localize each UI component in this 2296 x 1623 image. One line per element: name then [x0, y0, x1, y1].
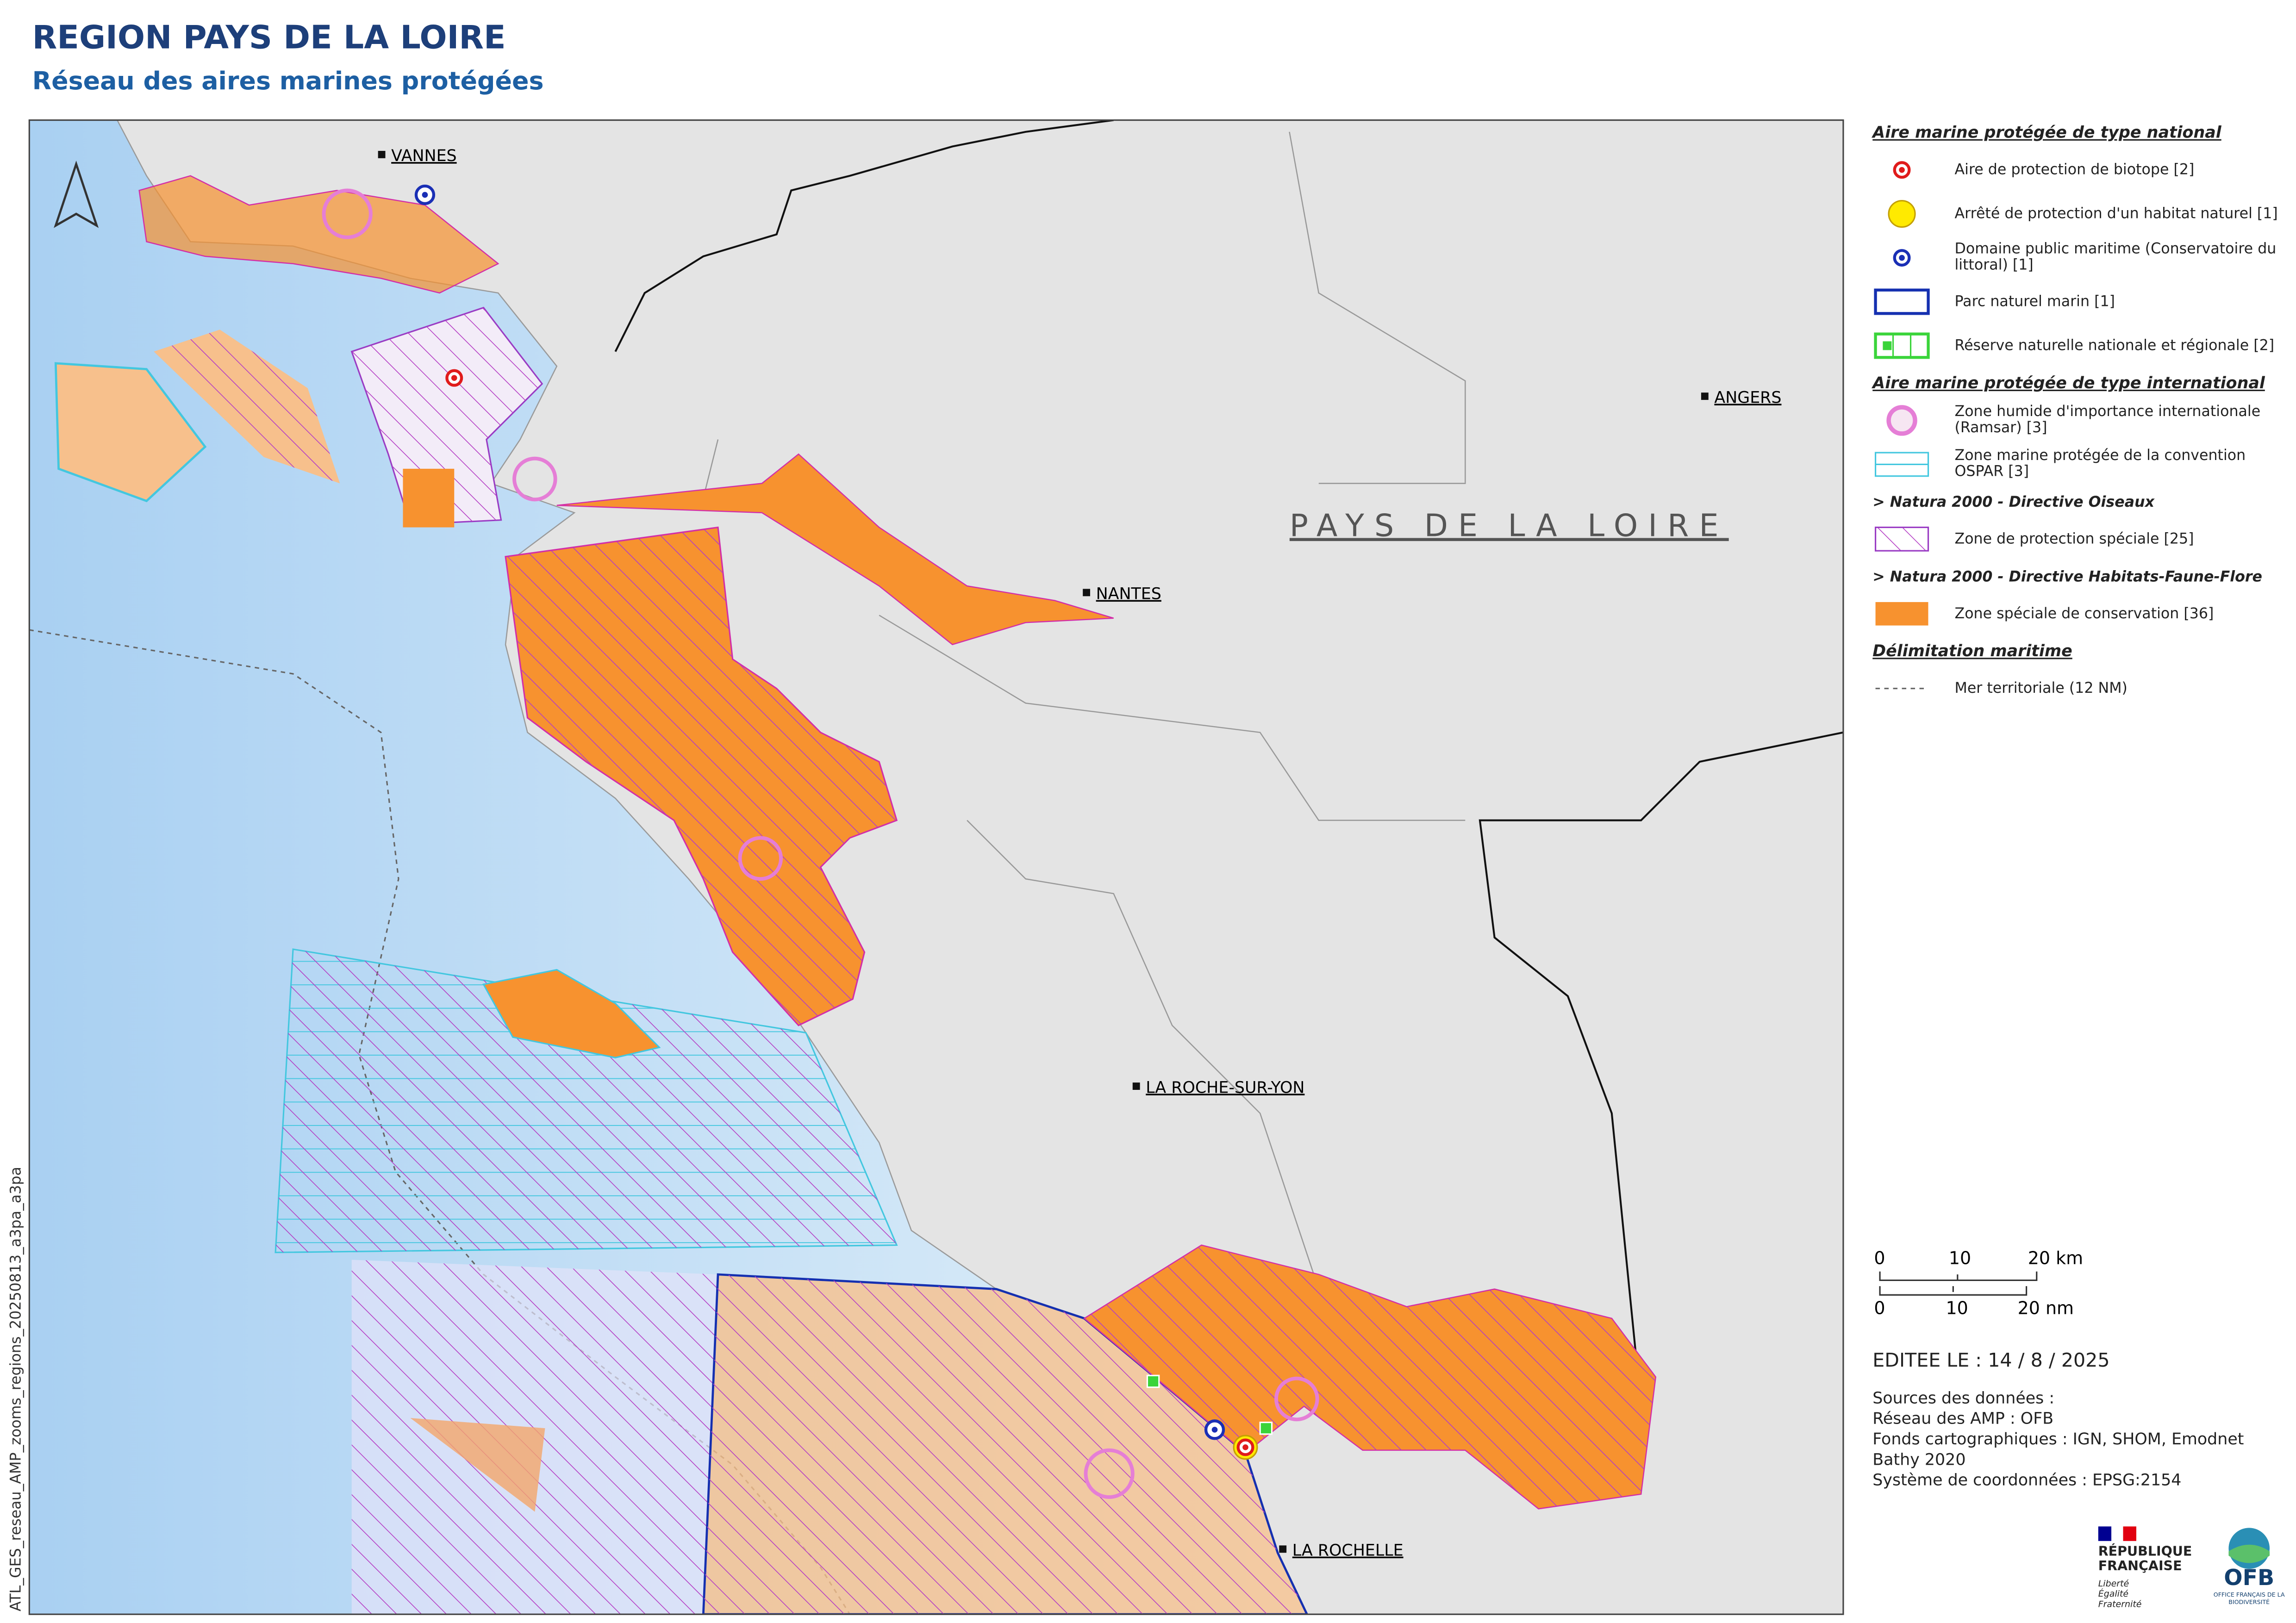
motto-line: Égalité	[2098, 1589, 2129, 1600]
legend-item: Arrêté de protection d'un habitat nature…	[1872, 198, 2286, 230]
legend-section-title: Aire marine protégée de type national	[1872, 123, 2221, 143]
zps	[1084, 1245, 1656, 1509]
legend-label: Aire de protection de biotope [2]	[1954, 162, 2195, 178]
source-line: Sources des données :	[1872, 1388, 2055, 1408]
source-line: Fonds cartographiques : IGN, SHOM, Emodn…	[1872, 1430, 2244, 1449]
city-markers	[378, 151, 1709, 1553]
scale-label: 20 km	[2028, 1248, 2083, 1269]
rf-name: RÉPUBLIQUE	[2098, 1545, 2192, 1561]
zps	[505, 527, 897, 1026]
legend-section-title: > Natura 2000 - Directive Habitats-Faune…	[1872, 570, 2262, 586]
legend-label: Domaine public maritime (Conservatoire d…	[1954, 242, 2277, 274]
source-line: Système de coordonnées : EPSG:2154	[1872, 1470, 2182, 1490]
scale-label: 10	[1946, 1298, 1968, 1318]
legend-symbol	[1874, 288, 1930, 315]
side-note: ATL_GES_reseau_AMP_zooms_regions_2025081…	[7, 1167, 24, 1611]
legend-symbol	[1888, 200, 1916, 228]
territorial-sea	[29, 629, 851, 1615]
ofb-emblem	[2228, 1528, 2270, 1569]
map-body	[29, 120, 1843, 1615]
flag	[2098, 1526, 2137, 1541]
legend-symbol	[1893, 161, 1911, 179]
city-label: VANNES	[391, 147, 457, 165]
motto-line: Liberté	[2098, 1579, 2129, 1590]
zsc	[556, 453, 1114, 646]
source-line: Bathy 2020	[1872, 1450, 1966, 1469]
city-label: LA ROCHELLE	[1292, 1542, 1404, 1560]
legend-item: Zone humide d'importance internationale …	[1872, 404, 2286, 437]
legend-symbol	[1875, 602, 1928, 626]
scale-bar: 0 10 20 km 0 10 20 nm	[1874, 1248, 2083, 1318]
zps	[351, 307, 543, 525]
ofb-logo: OFB OFFICE FRANÇAIS DE LA BIODIVERSITÉ	[2207, 1526, 2292, 1605]
legend-item: Mer territoriale (12 NM)	[1872, 672, 2286, 705]
legend-label: Zone marine protégée de la convention OS…	[1954, 448, 2246, 481]
biotope	[445, 369, 1258, 1460]
city-label: NANTES	[1096, 585, 1161, 603]
legend-item: Zone marine protégée de la convention OS…	[1872, 448, 2286, 481]
ramsar	[322, 188, 1319, 1499]
legend-label: Parc naturel marin [1]	[1954, 293, 2115, 310]
legend-label: Arrêté de protection d'un habitat nature…	[1954, 205, 2278, 222]
legend-item: Parc naturel marin [1]	[1872, 286, 2286, 318]
legend-symbol	[1875, 688, 1928, 690]
city-label: LA ROCHE-SUR-YON	[1146, 1078, 1304, 1097]
zps	[154, 330, 340, 484]
zsc	[138, 175, 499, 294]
ofb-subtitle: OFFICE FRANÇAIS DE LA BIODIVERSITÉ	[2213, 1591, 2285, 1606]
legend-symbol	[1875, 452, 1929, 477]
scale-label: 0	[1874, 1298, 1885, 1318]
legend-section-title: Délimitation maritime	[1872, 641, 2072, 661]
zsc	[482, 969, 661, 1058]
legend-label: Réserve naturelle nationale et régionale…	[1954, 337, 2275, 354]
dpm	[414, 184, 1225, 1440]
motto-line: Fraternité	[2098, 1599, 2142, 1610]
scale-label: 20 nm	[2018, 1298, 2074, 1318]
region-border	[1479, 731, 1843, 1406]
rf-logo: RÉPUBLIQUE FRANÇAISE Liberté Égalité Fra…	[2098, 1526, 2192, 1610]
scale-label: 10	[1949, 1248, 1971, 1269]
region-border	[614, 120, 1114, 352]
legend-label: Mer territoriale (12 NM)	[1954, 680, 2128, 697]
rf-name: FRANÇAISE	[2098, 1560, 2182, 1575]
legend: Aire marine protégée de type national Ai…	[1872, 120, 2286, 716]
legend-label: Zone humide d'importance internationale …	[1954, 404, 2261, 437]
legend-section-title: Aire marine protégée de type internation…	[1872, 373, 2265, 393]
edition-date: EDITEE LE : 14 / 8 / 2025	[1872, 1350, 2110, 1373]
legend-symbol	[1893, 249, 1911, 267]
zsc	[54, 362, 207, 503]
region-label: PAYS DE LA LOIRE	[1290, 507, 1729, 543]
subtitle: Réseau des aires marines protégées	[32, 67, 544, 97]
zsc	[410, 1418, 545, 1512]
scale-label: 0	[1874, 1248, 1885, 1269]
legend-label: Zone de protection spéciale [25]	[1954, 531, 2194, 547]
legend-symbol	[1874, 332, 1930, 359]
legend-item: Aire de protection de biotope [2]	[1872, 154, 2286, 186]
ofb-name: OFB	[2224, 1564, 2275, 1591]
rf-motto: Liberté Égalité Fraternité	[2098, 1579, 2192, 1610]
legend-section-title: > Natura 2000 - Directive Oiseaux	[1872, 495, 2155, 511]
legend-symbol	[1886, 405, 1917, 436]
department-border	[703, 131, 1466, 1289]
legend-item: Réserve naturelle nationale et régionale…	[1872, 330, 2286, 362]
reserve-naturelle	[1146, 1374, 1273, 1435]
zps	[275, 949, 897, 1253]
zps	[703, 1274, 1307, 1615]
zsc	[403, 468, 455, 528]
map-frame	[28, 119, 1844, 1615]
north-arrow	[54, 161, 99, 228]
legend-item: Zone spéciale de conservation [36]	[1872, 597, 2286, 630]
title: REGION PAYS DE LA LOIRE	[32, 20, 506, 57]
source-line: Réseau des AMP : OFB	[1872, 1409, 2054, 1429]
legend-item: Zone de protection spéciale [25]	[1872, 523, 2286, 555]
city-label: ANGERS	[1714, 388, 1781, 407]
legend-label: Zone spéciale de conservation [36]	[1954, 605, 2214, 622]
legend-item: Domaine public maritime (Conservatoire d…	[1872, 242, 2286, 274]
sources: Sources des données : Réseau des AMP : O…	[1872, 1389, 2244, 1492]
legend-symbol	[1875, 526, 1929, 552]
